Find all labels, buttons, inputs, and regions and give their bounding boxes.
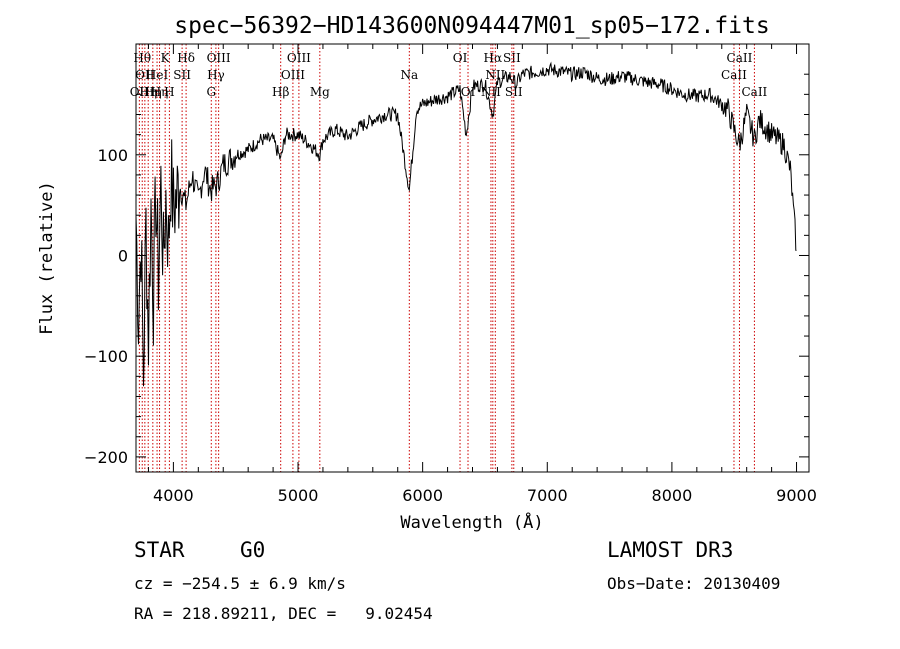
line-label-23: NII — [485, 68, 505, 82]
object-class: STAR — [134, 538, 185, 562]
line-label-27: CaII — [727, 51, 753, 65]
line-label-7: K — [161, 51, 171, 65]
flux-series — [135, 61, 797, 387]
y-tick-label-1: −100 — [84, 347, 128, 366]
line-label-10: Hδ — [177, 51, 195, 65]
redshift-cz: cz = −254.5 ± 6.9 km/s — [134, 574, 346, 593]
x-tick-label-3: 7000 — [527, 486, 568, 505]
line-label-25: SII — [505, 85, 523, 99]
line-label-8: H — [164, 85, 174, 99]
line-label-22: Hα — [484, 51, 503, 65]
x-tick-label-1: 5000 — [278, 486, 319, 505]
line-label-19: OI — [453, 51, 468, 65]
line-label-16: OIII — [287, 51, 311, 65]
chart-title: spec−56392−HD143600N094447M01_sp05−172.f… — [174, 13, 769, 39]
line-label-28: CaII — [741, 85, 767, 99]
line-label-0: OII — [130, 85, 150, 99]
line-label-2: OII — [135, 68, 155, 82]
obs-date: Obs−Date: 20130409 — [607, 574, 781, 593]
coordinates: RA = 218.89211, DEC = 9.02454 — [134, 604, 433, 623]
y-tick-label-3: 100 — [97, 146, 128, 165]
x-axis-label: Wavelength (Å) — [400, 511, 543, 533]
x-tick-label-0: 4000 — [153, 486, 194, 505]
subclass: G0 — [240, 538, 266, 562]
y-tick-label-0: −200 — [84, 448, 128, 467]
line-label-21: NII — [481, 85, 501, 99]
line-label-1: Hθ — [133, 51, 151, 65]
spectral-line-markers: OIIHθOIIHηHηHeIHηKHSIIHδGHγOIIIHβOIIIOII… — [130, 44, 768, 472]
line-label-18: Na — [400, 68, 418, 82]
x-tick-label-2: 6000 — [402, 486, 443, 505]
x-tick-label-4: 8000 — [652, 486, 693, 505]
line-label-3: Hη — [139, 85, 157, 99]
line-label-6: Hη — [151, 85, 169, 99]
y-tick-label-2: 0 — [118, 246, 128, 265]
flux-line-0 — [135, 61, 797, 387]
y-axis-label: Flux (relative) — [37, 181, 57, 335]
line-label-24: SII — [503, 51, 521, 65]
line-label-14: Hβ — [272, 85, 289, 99]
x-tick-label-5: 9000 — [776, 486, 817, 505]
line-label-12: Hγ — [207, 68, 225, 82]
line-label-13: OIII — [207, 51, 231, 65]
line-label-17: Mg — [310, 85, 330, 99]
axis-ticks: 4000 5000 6000 7000 8000 9000 −200 −100 0 100 — [84, 44, 817, 505]
line-label-15: OIII — [281, 68, 305, 82]
line-label-20: OI — [461, 85, 476, 99]
line-label-9: SII — [173, 68, 191, 82]
line-label-26: CaII — [721, 68, 747, 82]
line-label-11: G — [206, 85, 216, 99]
line-label-5: HeI — [146, 68, 169, 82]
survey-name: LAMOST DR3 — [607, 538, 734, 562]
plot-frame — [135, 43, 810, 473]
line-label-4: Hη — [144, 85, 162, 99]
